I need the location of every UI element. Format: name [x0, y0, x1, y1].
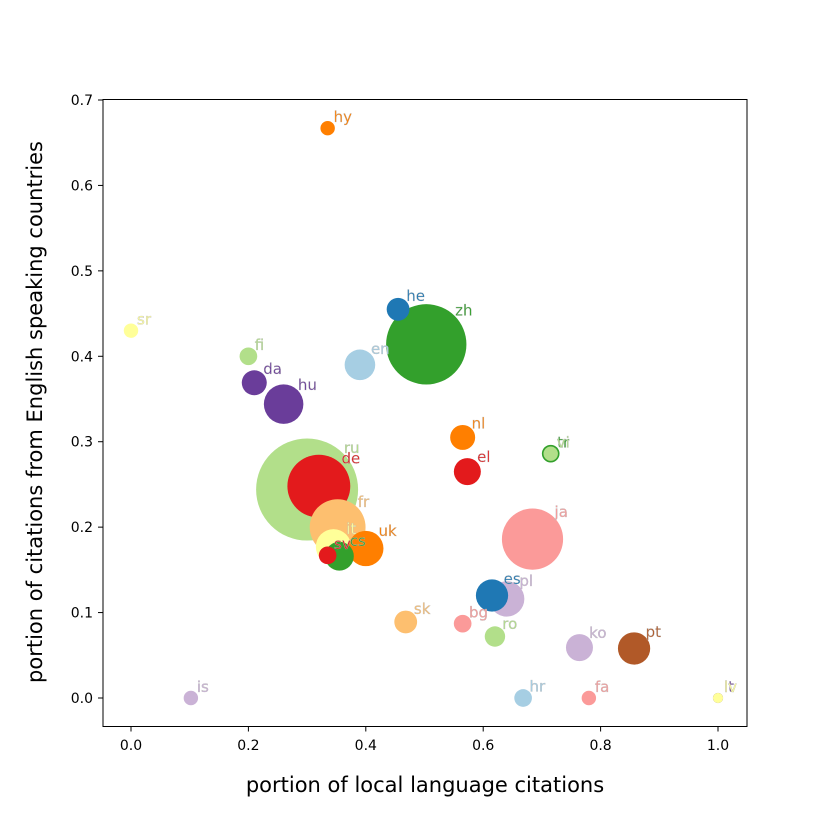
point-label-it: it [346, 520, 356, 538]
point-label-zh: zh [455, 301, 472, 319]
point-label-fr: fr [358, 493, 370, 511]
plot-frame [102, 99, 748, 727]
x-axis-title: portion of local language citations [246, 773, 604, 797]
y-tick-label: 0.4 [71, 349, 93, 365]
y-tick-label: 0.1 [71, 606, 93, 622]
point-nl [450, 424, 476, 450]
point-zh [386, 304, 467, 385]
point-uk [348, 530, 384, 567]
x-tick-label: 0.8 [589, 738, 611, 754]
point-ro [484, 626, 506, 647]
point-fi [239, 347, 258, 366]
y-tick-label: 0.7 [71, 93, 93, 109]
x-tick-label: 0.6 [472, 738, 494, 754]
x-tick-label: 0.0 [120, 738, 142, 754]
point-label-is: is [197, 678, 209, 696]
point-en [344, 349, 376, 381]
point-label-tr: tr [557, 433, 570, 451]
point-label-hr: hr [529, 678, 546, 696]
point-label-he: he [406, 287, 425, 305]
point-label-uk: uk [379, 522, 398, 540]
point-label-lt: lt [724, 678, 734, 696]
point-es [475, 579, 509, 612]
point-label-pl: pl [519, 572, 533, 590]
point-label-en: en [371, 340, 390, 358]
x-axis: 0.0 0.2 0.4 0.6 0.8 1.0 [120, 726, 729, 754]
y-tick-label: 0.6 [71, 178, 93, 194]
point-label-ro: ro [502, 615, 517, 633]
point-he [386, 297, 410, 321]
point-label-fa: fa [595, 678, 609, 696]
point-vi [543, 446, 558, 461]
point-label-ja: ja [554, 503, 568, 521]
point-label-ko: ko [589, 624, 606, 642]
y-axis-title: portion of citations from English speaki… [23, 141, 47, 683]
point-lv [712, 692, 724, 704]
point-label-hy: hy [334, 108, 353, 126]
point-label-lv: lv [724, 678, 737, 696]
point-label-cs: cs [350, 532, 366, 550]
x-tick-label: 0.4 [355, 738, 377, 754]
points-layer [123, 120, 724, 707]
y-axis: 0.0 0.1 0.2 0.3 0.4 0.5 0.6 0.7 [71, 93, 103, 707]
x-tick-label: 1.0 [707, 738, 729, 754]
point-sk [394, 610, 418, 634]
point-el [453, 458, 481, 486]
point-hr [514, 689, 532, 707]
point-label-hu: hu [298, 376, 317, 394]
point-label-fi: fi [255, 336, 264, 354]
point-is [183, 690, 199, 706]
point-label-da: da [263, 360, 282, 378]
point-bg [453, 614, 472, 633]
point-label-ru: ru [344, 439, 360, 457]
point-da [241, 370, 267, 396]
point-sr [123, 323, 139, 338]
point-label-bg: bg [469, 603, 488, 621]
point-label-vi: vi [557, 434, 570, 452]
point-sv [318, 546, 337, 565]
y-tick-label: 0.3 [71, 435, 93, 451]
point-label-pt: pt [646, 623, 662, 641]
point-label-sr: sr [137, 311, 152, 329]
point-ko [565, 634, 593, 662]
y-tick-label: 0.2 [71, 520, 93, 536]
point-hu [263, 384, 304, 424]
x-tick-label: 0.2 [237, 738, 259, 754]
point-label-es: es [504, 570, 521, 588]
point-label-nl: nl [472, 414, 486, 432]
y-tick-label: 0.5 [71, 264, 93, 280]
point-fa [581, 690, 597, 706]
point-label-sk: sk [414, 600, 431, 618]
point-label-el: el [477, 448, 490, 466]
y-tick-label: 0.0 [71, 691, 93, 707]
point-hy [320, 120, 335, 136]
point-ja [501, 508, 564, 570]
point-label-de: de [341, 450, 360, 468]
point-label-sv: sv [334, 535, 351, 553]
point-pt [617, 632, 651, 665]
